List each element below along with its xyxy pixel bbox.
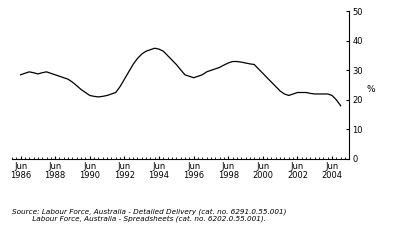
Y-axis label: %: %	[367, 85, 376, 94]
Text: Source: Labour Force, Australia - Detailed Delivery (cat. no. 6291.0.55.001)
   : Source: Labour Force, Australia - Detail…	[12, 208, 286, 222]
